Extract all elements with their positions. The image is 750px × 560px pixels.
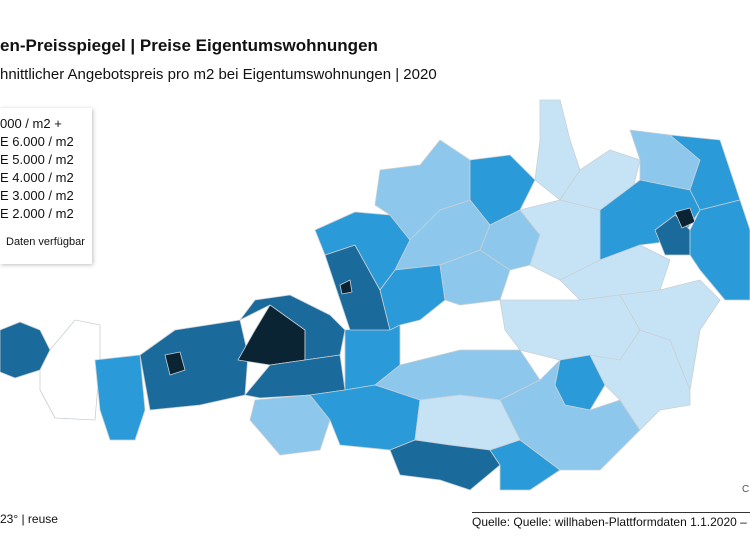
region: [139, 319, 249, 411]
legend-label: E 3.000 / m2: [0, 188, 74, 203]
footer-right: Quelle: Quelle: willhaben-Plattformdaten…: [472, 512, 750, 529]
region: [164, 351, 186, 376]
legend: 000 / m2 + E 6.000 / m2 E 5.000 / m2 E 4.00…: [0, 108, 92, 264]
region: [339, 279, 353, 295]
legend-label: E 5.000 / m2: [0, 152, 74, 167]
region: [689, 199, 750, 301]
region: [619, 279, 721, 391]
copyright: C: [742, 484, 750, 495]
region: [39, 319, 101, 421]
legend-note: Daten verfügbar: [6, 236, 85, 248]
footer-left: 23° | reuse: [0, 512, 58, 526]
region: [499, 294, 641, 361]
legend-label: 000 / m2 +: [0, 116, 62, 131]
title: en-Preisspiegel | Preise Eigentumswohnun…: [0, 36, 378, 55]
region: [239, 294, 346, 361]
legend-label: E 4.000 / m2: [0, 170, 74, 185]
region: [94, 354, 146, 441]
legend-label: E 6.000 / m2: [0, 134, 74, 149]
region: [489, 439, 561, 491]
subtitle: hnittlicher Angebotspreis pro m2 bei Eig…: [0, 66, 437, 83]
legend-label: E 2.000 / m2: [0, 206, 74, 221]
